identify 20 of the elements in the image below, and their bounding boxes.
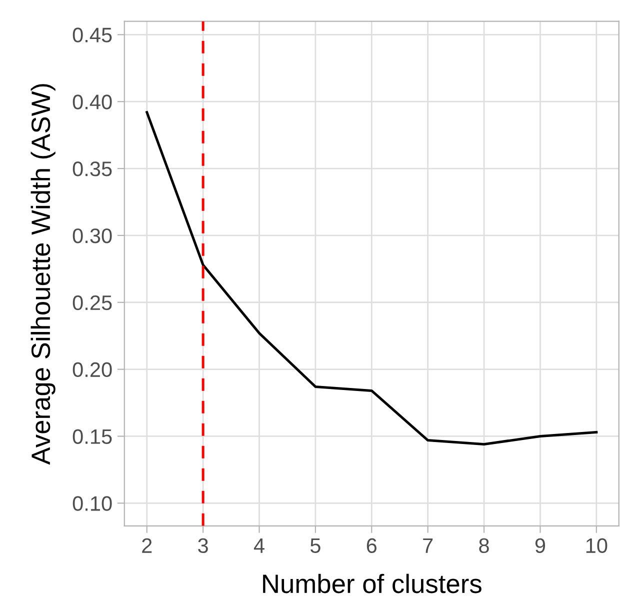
x-tick-label: 9 xyxy=(535,538,546,554)
x-tick-label: 5 xyxy=(310,538,320,554)
x-tick-label: 10 xyxy=(586,538,608,554)
line-series xyxy=(146,111,598,446)
y-tick-label: 0.45 xyxy=(72,28,112,42)
y-axis-title: Average Silhouette Width (ASW) xyxy=(30,84,56,465)
x-tick-label: 3 xyxy=(198,538,208,554)
y-tick-label: 0.25 xyxy=(72,295,112,310)
x-tick-label: 6 xyxy=(366,538,377,554)
y-tick-label: 0.15 xyxy=(72,429,112,444)
y-tick-label: 0.40 xyxy=(72,94,112,110)
y-tick-label: 0.30 xyxy=(72,228,112,244)
x-axis-title: Number of clusters xyxy=(263,574,482,594)
y-tick-label: 0.35 xyxy=(72,162,112,176)
x-tick-label: 2 xyxy=(142,538,152,553)
x-tick-label: 8 xyxy=(479,538,489,554)
x-tick-label: 4 xyxy=(254,538,264,553)
y-tick-label: 0.10 xyxy=(72,496,112,511)
y-tick-label: 0.20 xyxy=(72,362,112,378)
x-tick-label: 7 xyxy=(423,538,433,553)
